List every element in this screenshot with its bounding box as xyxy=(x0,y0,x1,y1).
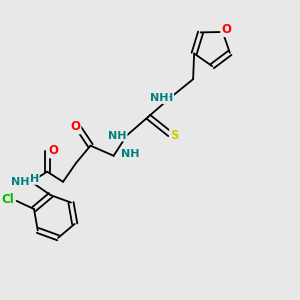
Text: O: O xyxy=(70,120,80,134)
Text: NH: NH xyxy=(11,177,30,187)
Text: NH: NH xyxy=(150,93,169,103)
Text: O: O xyxy=(48,144,58,158)
Text: H: H xyxy=(29,174,39,184)
Text: O: O xyxy=(221,23,231,36)
Text: NH: NH xyxy=(108,130,127,140)
Text: H: H xyxy=(164,93,173,103)
Text: S: S xyxy=(170,129,178,142)
Text: Cl: Cl xyxy=(2,193,14,206)
Text: NH: NH xyxy=(121,149,140,159)
